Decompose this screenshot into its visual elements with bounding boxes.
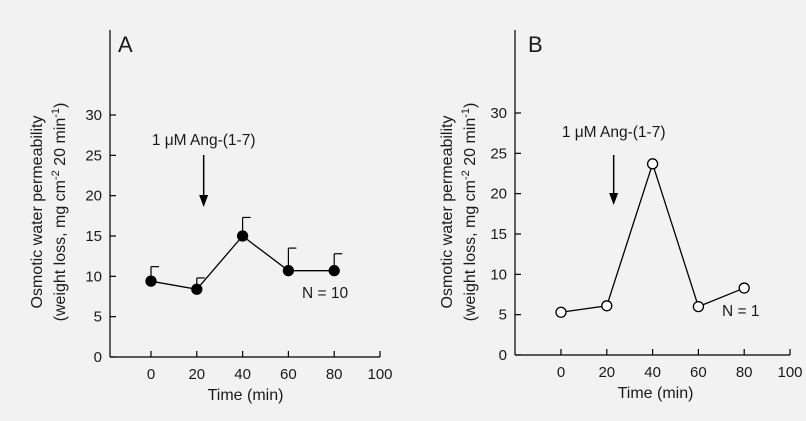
data-point [191,283,203,295]
y-axis-title-line2: (weight loss, mg cm-2​ 20 min-1​) [50,103,69,322]
annotation-label: 1 μM Ang-(1-7) [562,124,666,141]
data-point [692,300,705,313]
x-tick-label: 0 [557,364,565,381]
x-tick-label: 80 [326,366,343,383]
y-tick-label: 10 [490,266,507,283]
data-point [738,282,750,294]
y-tick-label: 5 [94,309,102,326]
x-tick-label: 80 [736,364,753,381]
x-tick-label: 60 [690,364,707,381]
y-tick-label: 25 [85,147,102,164]
panel-b: 0 5 10 15 20 25 30 0 20 40 60 80 100 Time (min) Osmoti… [439,30,803,402]
y-tick-label: 15 [85,228,102,245]
y-tick-label: 5 [499,307,507,324]
arrow-head [609,193,619,205]
series-line [560,161,745,313]
data-point [328,265,340,277]
y-tick-label: 20 [85,188,102,205]
series-line [150,235,335,290]
x-tick-label: 0 [147,366,155,383]
y-axis-title-line1: Osmotic water permeability [29,116,46,309]
x-tick-label: 100 [367,366,392,383]
y-axis-title-line1: Osmotic water permeability [439,116,456,309]
x-axis-title: Time (min) [618,385,694,402]
data-point [236,230,249,242]
n-label: N = 1 [722,303,759,320]
panel-a: 0 5 10 15 20 25 30 0 20 40 60 80 100 Time (min) Osmoti… [29,30,393,404]
x-tick-label: 100 [777,364,802,381]
data-point [282,265,295,277]
y-axis-title-line2: (weight loss, mg cm-2​ 20 min-1​) [460,103,479,322]
panel-letter: B [528,32,543,57]
y-tick-label: 0 [499,347,507,364]
x-tick-label: 20 [188,366,205,383]
n-label: N = 10 [302,285,348,302]
annotation-label: 1 μM Ang-(1-7) [152,132,256,149]
data-point [646,158,659,170]
y-tick-label: 30 [85,107,102,124]
x-axis-title: Time (min) [208,387,284,404]
data-point [601,300,613,312]
arrow-head [199,195,209,207]
x-tick-label: 40 [644,364,661,381]
y-tick-label: 15 [490,226,507,243]
x-tick-label: 60 [280,366,297,383]
y-tick-label: 20 [490,186,507,203]
y-tick-label: 30 [490,105,507,122]
x-tick-label: 40 [234,366,251,383]
data-point [145,275,157,287]
y-tick-label: 0 [94,349,102,366]
x-tick-label: 20 [598,364,615,381]
data-point [555,306,567,318]
panel-letter: A [118,32,133,57]
y-tick-label: 25 [490,145,507,162]
y-tick-label: 10 [85,268,102,285]
